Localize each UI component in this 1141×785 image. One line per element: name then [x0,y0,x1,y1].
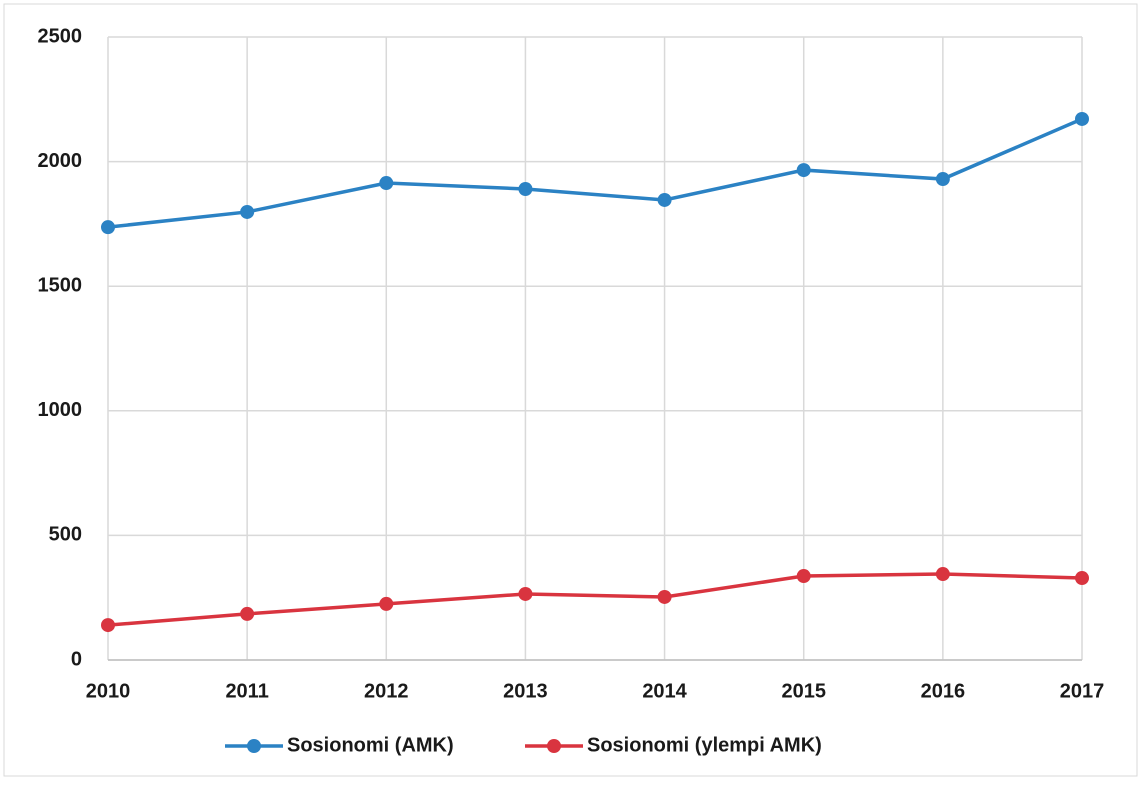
y-tick-label: 1500 [38,274,83,296]
data-point [240,606,255,621]
x-tick-label: 2011 [225,680,268,702]
x-tick-label: 2014 [642,680,687,702]
legend-marker [247,739,261,753]
data-point [518,586,533,601]
data-point [379,176,394,191]
y-tick-label: 2000 [38,150,83,172]
chart-border [3,3,1138,777]
series-line [107,117,1083,229]
data-point [657,589,672,604]
data-point [1075,111,1089,126]
legend-label: Sosionomi (AMK) [287,734,454,756]
x-tick-label: 2010 [86,680,131,702]
y-tick-label: 1000 [38,399,83,421]
x-tick-label: 2017 [1060,680,1105,702]
x-tick-label: 2012 [364,680,409,702]
data-point [101,220,115,235]
data-point [379,596,394,611]
x-tick-label: 2013 [503,680,548,702]
data-point [935,172,950,187]
data-point [101,618,115,633]
data-point [796,163,811,178]
legend-marker [547,739,561,753]
y-tick-label: 2500 [38,25,83,47]
y-tick-label: 500 [49,524,82,546]
x-tick-label: 2016 [921,680,966,702]
legend-label: Sosionomi (ylempi AMK) [587,734,822,756]
data-point [796,569,811,584]
y-tick-label: 0 [71,648,82,670]
series-line [107,572,1083,627]
data-point [935,567,950,582]
data-point [518,182,533,197]
data-point [657,192,672,207]
data-point [240,204,255,219]
data-point [1075,571,1089,586]
x-tick-label: 2015 [781,680,826,702]
